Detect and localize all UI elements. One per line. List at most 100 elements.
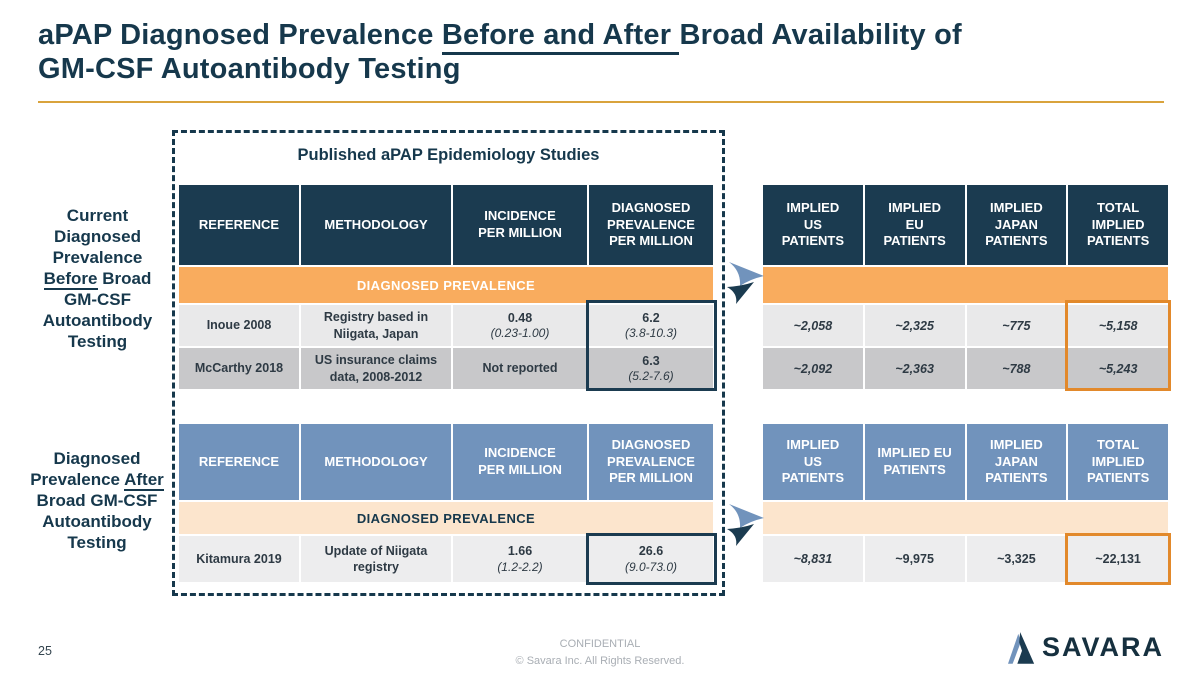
cell-range: (5.2-7.6) xyxy=(628,369,674,384)
diagnosed-prevalence-band-spacer xyxy=(763,502,1168,534)
column-header-total-implied: TOTAL IMPLIED PATIENTS xyxy=(1068,424,1168,500)
diagnosed-prevalence-band: DIAGNOSED PREVALENCE xyxy=(179,502,713,534)
column-header-reference: REFERENCE xyxy=(179,424,299,500)
title-divider-rule xyxy=(38,101,1164,103)
table-cell-japan: ~775 xyxy=(966,305,1067,346)
cell-value: ~8,831 xyxy=(793,552,833,566)
column-header-incidence: INCIDENCE PER MILLION xyxy=(453,424,587,500)
slide-title: aPAP Diagnosed Prevalence Before and Aft… xyxy=(38,18,1178,86)
cell-range: (0.23-1.00) xyxy=(490,326,550,341)
before-study-table: REFERENCE METHODOLOGY INCIDENCE PER MILL… xyxy=(179,185,713,389)
table-cell-methodology: US insurance claims data, 2008-2012 xyxy=(301,348,451,389)
cell-text: Registry based in Niigata, Japan xyxy=(323,310,429,341)
flow-arrow-icon xyxy=(727,262,764,304)
table-cell-incidence: 0.48 (0.23-1.00) xyxy=(453,305,587,346)
confidential-text: CONFIDENTIAL xyxy=(559,638,641,650)
cell-text: Inoue 2008 xyxy=(206,318,272,333)
table-cell-japan: ~788 xyxy=(966,348,1067,389)
flow-arrow-icon xyxy=(727,504,764,546)
table-cell-methodology: Update of Niigata registry xyxy=(301,536,451,582)
table-cell-incidence: Not reported xyxy=(453,348,587,389)
diagnosed-prevalence-band: DIAGNOSED PREVALENCE xyxy=(179,267,713,303)
label-underlined-before: Before xyxy=(43,269,98,291)
title-segment: Broad Availability of GM-CSF Autoantibod… xyxy=(38,19,962,86)
label-after-testing: Diagnosed Prevalence After Broad GM-CSF … xyxy=(8,448,186,553)
table-cell-total: ~5,243 xyxy=(1068,348,1168,389)
column-header-implied-eu: IMPLIED EU PATIENTS xyxy=(864,424,965,500)
cell-value: ~9,975 xyxy=(895,552,934,566)
published-studies-title: Published aPAP Epidemiology Studies xyxy=(297,146,600,164)
cell-value: ~5,243 xyxy=(1098,361,1138,376)
table-cell-us: ~8,831 xyxy=(763,536,863,582)
column-header-methodology: METHODOLOGY xyxy=(301,424,451,500)
cell-value: Not reported xyxy=(482,361,558,376)
title-segment: aPAP Diagnosed Prevalence xyxy=(38,19,442,51)
savara-logo-text: SAVARA xyxy=(1042,631,1165,662)
table-cell-reference: Kitamura 2019 xyxy=(179,536,299,582)
footer-confidentiality: CONFIDENTIAL © Savara Inc. All Rights Re… xyxy=(0,636,1200,669)
after-study-table: REFERENCE METHODOLOGY INCIDENCE PER MILL… xyxy=(179,424,713,582)
cell-value: 6.2 xyxy=(642,310,660,325)
cell-text: McCarthy 2018 xyxy=(194,361,284,376)
cell-value: ~2,325 xyxy=(895,318,934,333)
cell-value: ~775 xyxy=(1002,318,1031,333)
savara-triangle-icon xyxy=(1008,632,1035,664)
column-header-implied-us: IMPLIED US PATIENTS xyxy=(763,185,863,265)
cell-text: Kitamura 2019 xyxy=(196,551,282,566)
total-implied-highlight-box-after xyxy=(1065,533,1171,585)
table-cell-reference: Inoue 2008 xyxy=(179,305,299,346)
cell-value: 6.3 xyxy=(642,353,660,368)
column-header-total-implied: TOTAL IMPLIED PATIENTS xyxy=(1068,185,1168,265)
column-header-incidence: INCIDENCE PER MILLION xyxy=(453,185,587,265)
label-underlined-after: After xyxy=(124,470,164,492)
column-header-implied-japan: IMPLIED JAPAN PATIENTS xyxy=(966,185,1067,265)
prevalence-highlight-box-before xyxy=(586,300,717,391)
cell-value: ~22,131 xyxy=(1095,552,1141,566)
cell-text: US insurance claims data, 2008-2012 xyxy=(314,353,438,384)
label-segment: Current Diagnosed Prevalence xyxy=(52,206,143,268)
published-studies-box xyxy=(172,130,725,596)
diagnosed-prevalence-band-spacer xyxy=(763,267,1168,303)
column-header-implied-japan: IMPLIED JAPAN PATIENTS xyxy=(966,424,1067,500)
after-implied-table: IMPLIED US PATIENTS IMPLIED EU PATIENTS … xyxy=(763,424,1168,582)
cell-range: (3.8-10.3) xyxy=(624,326,678,341)
table-cell-prevalence: 6.2 (3.8-10.3) xyxy=(589,305,713,346)
cell-value: 26.6 xyxy=(638,544,664,559)
table-cell-incidence: 1.66 (1.2-2.2) xyxy=(453,536,587,582)
table-cell-eu: ~2,325 xyxy=(864,305,965,346)
label-segment: Diagnosed Prevalence xyxy=(30,449,141,490)
savara-logo: SAVARA xyxy=(1008,630,1164,664)
cell-text: Update of Niigata registry xyxy=(324,543,428,574)
table-cell-prevalence: 6.3 (5.2-7.6) xyxy=(589,348,713,389)
cell-range: (9.0-73.0) xyxy=(624,559,678,574)
table-cell-japan: ~3,325 xyxy=(966,536,1067,582)
cell-value: ~2,363 xyxy=(895,361,934,376)
table-cell-eu: ~9,975 xyxy=(864,536,965,582)
column-header-methodology: METHODOLOGY xyxy=(301,185,451,265)
column-header-reference: REFERENCE xyxy=(179,185,299,265)
table-cell-total: ~5,158 xyxy=(1068,305,1168,346)
label-segment: Broad GM-CSF Autoantibody Testing xyxy=(36,491,158,553)
cell-value: ~3,325 xyxy=(997,552,1036,566)
column-header-prevalence: DIAGNOSED PREVALENCE PER MILLION xyxy=(589,185,713,265)
cell-value: 1.66 xyxy=(507,544,533,559)
copyright-text: © Savara Inc. All Rights Reserved. xyxy=(515,654,685,667)
table-cell-reference: McCarthy 2018 xyxy=(179,348,299,389)
table-cell-methodology: Registry based in Niigata, Japan xyxy=(301,305,451,346)
column-header-implied-us: IMPLIED US PATIENTS xyxy=(763,424,863,500)
prevalence-highlight-box-after xyxy=(586,533,717,585)
cell-range: (1.2-2.2) xyxy=(497,559,543,574)
cell-value: ~2,058 xyxy=(793,318,833,333)
cell-value: ~788 xyxy=(1002,361,1031,376)
before-implied-table: IMPLIED US PATIENTS IMPLIED EU PATIENTS … xyxy=(763,185,1168,389)
column-header-implied-eu: IMPLIED EU PATIENTS xyxy=(864,185,965,265)
cell-value: ~2,092 xyxy=(793,361,833,376)
table-cell-eu: ~2,363 xyxy=(864,348,965,389)
table-cell-us: ~2,058 xyxy=(763,305,863,346)
total-implied-highlight-box-before xyxy=(1065,300,1171,391)
label-segment: Broad GM-CSF Autoantibody Testing xyxy=(42,269,153,352)
table-cell-total: ~22,131 xyxy=(1068,536,1168,582)
table-cell-prevalence: 26.6 (9.0-73.0) xyxy=(589,536,713,582)
label-before-testing: Current Diagnosed Prevalence Before Broa… xyxy=(15,205,180,353)
table-cell-us: ~2,092 xyxy=(763,348,863,389)
